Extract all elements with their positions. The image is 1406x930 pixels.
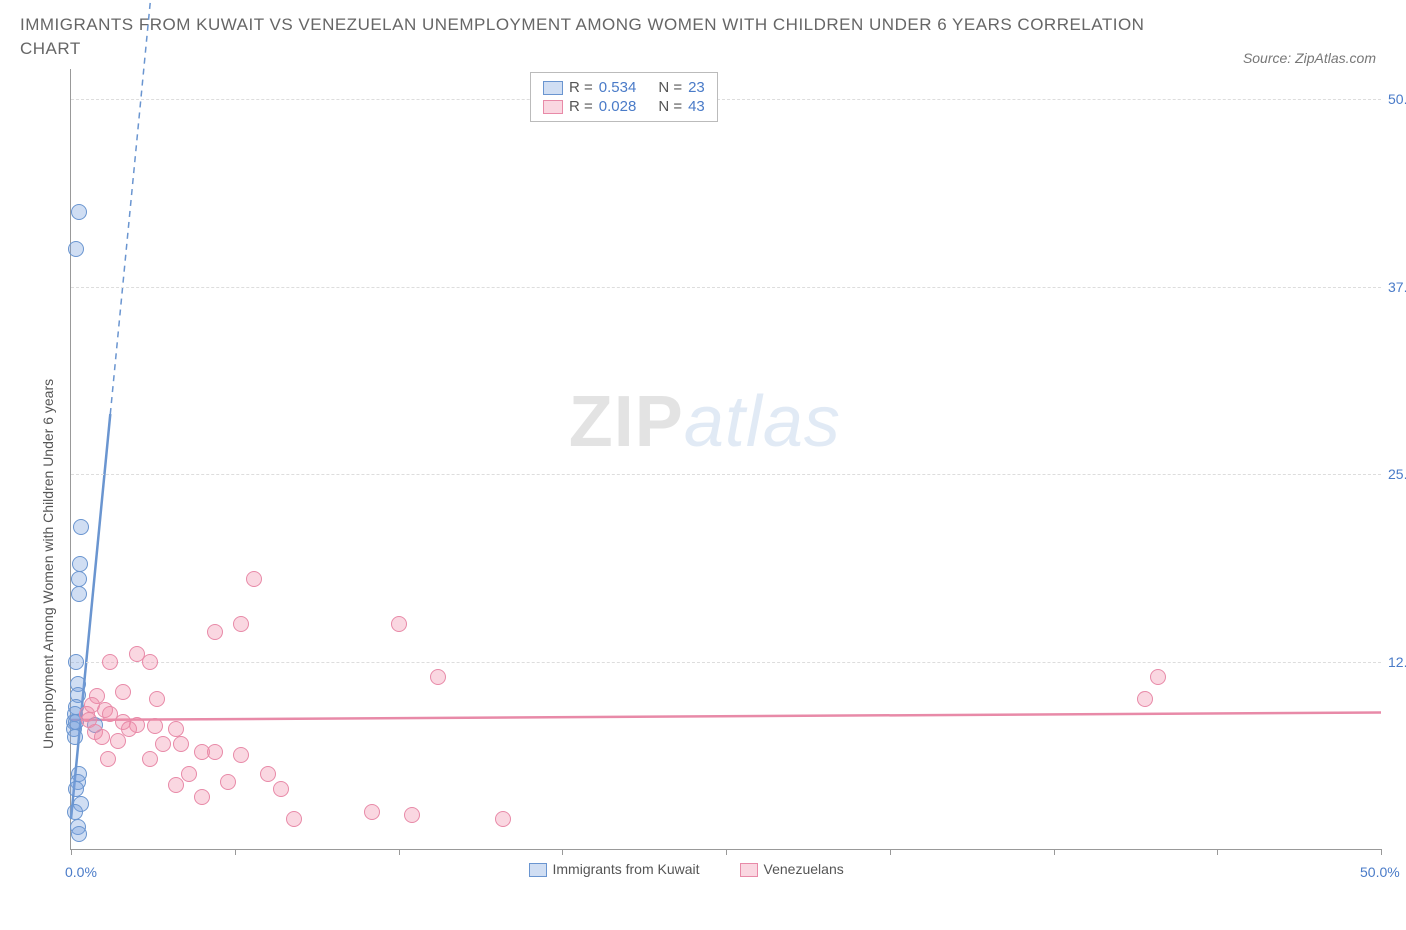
series-legend-item: Immigrants from Kuwait	[529, 861, 700, 877]
data-point	[94, 729, 110, 745]
watermark-atlas: atlas	[684, 382, 841, 462]
data-point	[73, 519, 89, 535]
legend-n-value: 23	[688, 79, 705, 96]
watermark: ZIPatlas	[569, 381, 841, 463]
series-swatch	[529, 863, 547, 877]
data-point	[207, 744, 223, 760]
x-tick	[71, 849, 72, 855]
x-tick-label-min: 0.0%	[65, 864, 97, 880]
data-point	[71, 826, 87, 842]
x-tick	[1054, 849, 1055, 855]
legend-r-label: R =	[569, 79, 593, 96]
data-point	[115, 684, 131, 700]
trend-lines	[71, 69, 1381, 849]
data-point	[71, 571, 87, 587]
data-point	[286, 811, 302, 827]
chart-container: Unemployment Among Women with Children U…	[20, 69, 1406, 909]
legend-swatch	[543, 100, 563, 114]
gridline-y	[71, 99, 1381, 100]
source-name: ZipAtlas.com	[1295, 50, 1376, 66]
data-point	[1150, 669, 1166, 685]
x-tick-label-max: 50.0%	[1360, 864, 1400, 880]
gridline-y	[71, 474, 1381, 475]
gridline-y	[71, 662, 1381, 663]
data-point	[391, 616, 407, 632]
series-legend-item: Venezuelans	[740, 861, 844, 877]
data-point	[168, 721, 184, 737]
legend-swatch	[543, 81, 563, 95]
series-name: Venezuelans	[764, 861, 844, 877]
data-point	[246, 571, 262, 587]
data-point	[173, 736, 189, 752]
data-point	[72, 556, 88, 572]
x-tick	[562, 849, 563, 855]
series-legend: Immigrants from Kuwait Venezuelans	[529, 861, 844, 877]
x-tick	[399, 849, 400, 855]
legend-row: R = 0.028 N = 43	[543, 98, 705, 115]
data-point	[68, 654, 84, 670]
y-tick-label: 25.0%	[1388, 466, 1406, 482]
data-point	[110, 733, 126, 749]
data-point	[260, 766, 276, 782]
watermark-zip: ZIP	[569, 382, 684, 462]
data-point	[404, 807, 420, 823]
y-tick-label: 12.5%	[1388, 654, 1406, 670]
plot-area: ZIPatlas	[70, 69, 1381, 850]
x-tick	[890, 849, 891, 855]
data-point	[495, 811, 511, 827]
data-point	[364, 804, 380, 820]
data-point	[181, 766, 197, 782]
chart-title-line2: CHART	[20, 39, 1386, 59]
x-tick	[726, 849, 727, 855]
data-point	[142, 654, 158, 670]
y-tick-label: 37.5%	[1388, 279, 1406, 295]
gridline-y	[71, 287, 1381, 288]
data-point	[102, 654, 118, 670]
legend-n-label: N =	[658, 79, 682, 96]
legend-r-label: R =	[569, 98, 593, 115]
data-point	[168, 777, 184, 793]
data-point	[68, 781, 84, 797]
correlation-legend: R = 0.534 N = 23 R = 0.028 N = 43	[530, 72, 718, 122]
y-tick-label: 50.0%	[1388, 91, 1406, 107]
data-point	[220, 774, 236, 790]
legend-row: R = 0.534 N = 23	[543, 79, 705, 96]
data-point	[149, 691, 165, 707]
data-point	[68, 241, 84, 257]
source-attribution: Source: ZipAtlas.com	[1243, 50, 1376, 66]
data-point	[207, 624, 223, 640]
x-tick	[1217, 849, 1218, 855]
legend-r-value: 0.028	[599, 98, 637, 115]
data-point	[142, 751, 158, 767]
y-axis-title: Unemployment Among Women with Children U…	[40, 379, 56, 749]
data-point	[233, 747, 249, 763]
legend-n-value: 43	[688, 98, 705, 115]
x-tick	[1381, 849, 1382, 855]
x-tick	[235, 849, 236, 855]
legend-r-value: 0.534	[599, 79, 637, 96]
data-point	[71, 204, 87, 220]
chart-title-line1: IMMIGRANTS FROM KUWAIT VS VENEZUELAN UNE…	[20, 15, 1386, 35]
data-point	[67, 729, 83, 745]
series-swatch	[740, 863, 758, 877]
data-point	[194, 789, 210, 805]
data-point	[71, 586, 87, 602]
data-point	[233, 616, 249, 632]
data-point	[147, 718, 163, 734]
data-point	[100, 751, 116, 767]
data-point	[155, 736, 171, 752]
data-point	[273, 781, 289, 797]
legend-n-label: N =	[658, 98, 682, 115]
data-point	[67, 804, 83, 820]
source-prefix: Source:	[1243, 50, 1295, 66]
series-name: Immigrants from Kuwait	[553, 861, 700, 877]
data-point	[430, 669, 446, 685]
data-point	[1137, 691, 1153, 707]
